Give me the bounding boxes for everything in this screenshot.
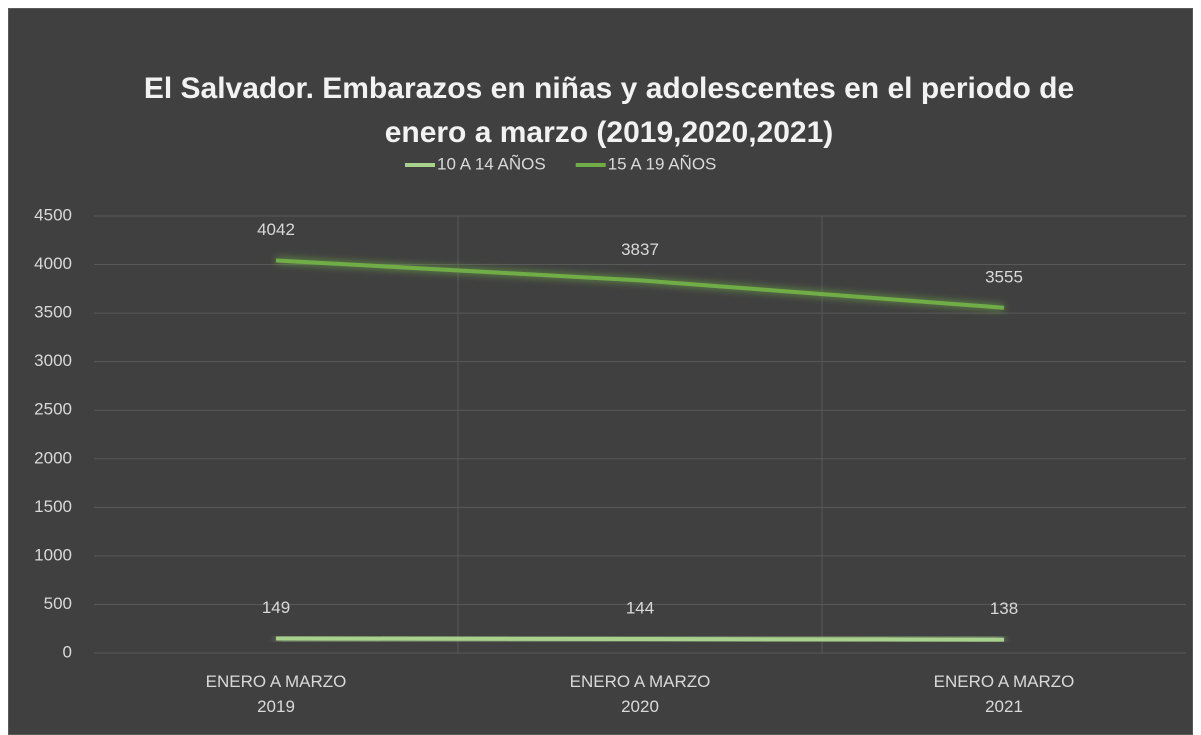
- legend-label: 15 A 19 AÑOS: [608, 154, 717, 173]
- y-tick-label: 4500: [34, 205, 72, 224]
- data-label: 3837: [621, 240, 659, 259]
- chart-title: El Salvador. Embarazos en niñas y adoles…: [143, 72, 1075, 149]
- data-label: 3555: [985, 267, 1023, 286]
- series-line: [275, 636, 1005, 642]
- y-tick-label: 1500: [34, 497, 72, 516]
- data-label: 4042: [257, 220, 295, 239]
- x-tick-label: ENERO A MARZO 2019: [205, 672, 347, 716]
- y-tick-label: 3500: [34, 303, 72, 322]
- data-label: 144: [626, 599, 654, 618]
- series-line: [275, 258, 1005, 310]
- y-tick-label: 1000: [34, 545, 72, 564]
- y-tick-label: 3000: [34, 351, 72, 370]
- y-tick-label: 0: [63, 642, 72, 661]
- x-tick-label: ENERO A MARZO 2020: [569, 672, 711, 716]
- y-tick-label: 2500: [34, 400, 72, 419]
- y-tick-label: 2000: [34, 448, 72, 467]
- y-tick-label: 4000: [34, 254, 72, 273]
- data-label: 149: [262, 598, 290, 617]
- legend-label: 10 A 14 AÑOS: [437, 154, 546, 173]
- chart: El Salvador. Embarazos en niñas y adoles…: [8, 8, 1193, 735]
- data-label: 138: [990, 599, 1018, 618]
- y-tick-label: 500: [44, 594, 72, 613]
- x-tick-label: ENERO A MARZO 2021: [933, 672, 1075, 716]
